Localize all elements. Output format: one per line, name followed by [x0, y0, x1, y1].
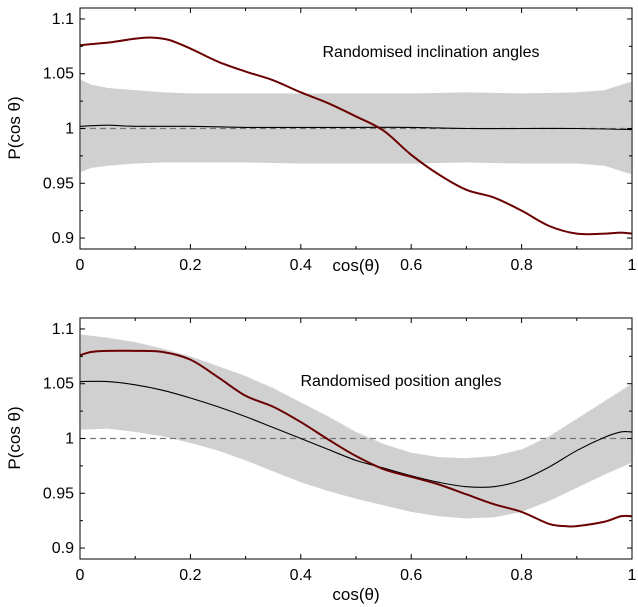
- x-tick-label: 0.2: [179, 257, 201, 274]
- y-tick-label: 0.9: [52, 540, 74, 557]
- x-tick-label: 0.4: [290, 257, 312, 274]
- x-tick-label: 0.6: [400, 567, 422, 584]
- panel-inclination: 0 0.2 0.4 0.6 0.8 1 0.9 0.95 1 1.05 1.1 Randomised…: [5, 7, 637, 275]
- y-tick-label: 1.1: [52, 11, 74, 28]
- y-tick-label: 0.95: [43, 175, 74, 192]
- x-tick-label: 0: [76, 567, 85, 584]
- y-tick-label: 1: [65, 121, 74, 138]
- ticks: 0 0.2 0.4 0.6 0.8 1 0.9 0.95 1 1.05 1.1: [43, 318, 637, 584]
- x-tick-label: 0.8: [510, 567, 532, 584]
- y-axis-label: P(cos θ): [5, 96, 24, 159]
- panel-annotation: Randomised position angles: [300, 373, 501, 390]
- x-axis-label: cos(θ): [332, 256, 379, 275]
- y-tick-label: 1.05: [43, 376, 74, 393]
- ticks: 0 0.2 0.4 0.6 0.8 1 0.9 0.95 1 1.05 1.1: [43, 8, 637, 274]
- x-axis-label: cos(θ): [332, 585, 379, 604]
- y-tick-label: 0.9: [52, 230, 74, 247]
- mean-line: [79, 380, 633, 488]
- observed-line: [79, 349, 633, 528]
- x-tick-label: 0: [76, 257, 85, 274]
- y-tick-label: 1.1: [52, 321, 74, 338]
- panel-position: 0 0.2 0.4 0.6 0.8 1 0.9 0.95 1 1.05 1.1 Randomised…: [5, 317, 637, 604]
- y-tick-label: 1.05: [43, 66, 74, 83]
- x-tick-label: 1: [628, 257, 637, 274]
- x-tick-label: 1: [628, 567, 637, 584]
- y-axis-label: P(cos θ): [5, 406, 24, 469]
- observed-line: [79, 36, 633, 236]
- y-tick-label: 1: [65, 431, 74, 448]
- mean-curve: [79, 124, 633, 131]
- observed-curve: [79, 349, 633, 528]
- x-tick-label: 0.2: [179, 567, 201, 584]
- observed-curve: [79, 36, 633, 236]
- mean-curve: [79, 380, 633, 488]
- mean-line: [79, 124, 633, 131]
- y-tick-label: 0.95: [43, 485, 74, 502]
- x-tick-label: 0.6: [400, 257, 422, 274]
- panel-annotation: Randomised inclination angles: [322, 44, 539, 61]
- x-tick-label: 0.4: [290, 567, 312, 584]
- x-tick-label: 0.8: [510, 257, 532, 274]
